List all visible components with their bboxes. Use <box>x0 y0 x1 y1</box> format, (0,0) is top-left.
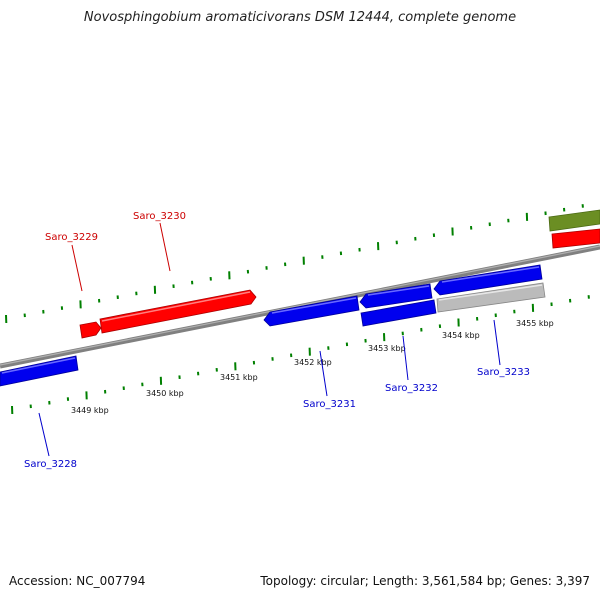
upper-tick-row <box>5 204 584 324</box>
gene-saro-3228[interactable] <box>0 355 79 387</box>
gene-label-saro-3228[interactable]: Saro_3228 <box>24 459 77 470</box>
other-genes <box>548 209 600 232</box>
gene-label-saro-3233[interactable]: Saro_3233 <box>477 367 530 378</box>
forward-strand-genes <box>79 228 600 339</box>
kbp-label-3455: 3455 kbp <box>516 319 554 328</box>
gene-labels: Saro_3229 Saro_3230 Saro_3228 Saro_3231 … <box>24 211 530 470</box>
lower-tick-row <box>11 295 590 415</box>
kbp-label-3452: 3452 kbp <box>294 358 332 367</box>
map-title: Novosphingobium aromaticivorans DSM 1244… <box>83 10 517 25</box>
kbp-label-3450: 3450 kbp <box>146 389 184 398</box>
kbp-label-3451: 3451 kbp <box>220 373 258 382</box>
kbp-label-3454: 3454 kbp <box>442 331 480 340</box>
gene-label-leaders <box>38 222 501 457</box>
gene-saro-3231[interactable] <box>263 295 360 327</box>
genome-summary: Topology: circular; Length: 3,561,584 bp… <box>260 574 590 588</box>
kbp-axis-labels: 3449 kbp 3450 kbp 3451 kbp 3452 kbp 3453… <box>71 319 554 415</box>
gene-forward-edge[interactable] <box>551 228 600 249</box>
gene-olive-edge[interactable] <box>548 209 600 232</box>
gene-saro-3231b[interactable] <box>359 283 433 309</box>
gene-saro-3230[interactable] <box>99 289 257 334</box>
gene-label-saro-3230[interactable]: Saro_3230 <box>133 211 186 222</box>
accession-label: Accession: NC_007794 <box>9 574 146 588</box>
gene-saro-3233[interactable] <box>436 282 546 313</box>
reverse-strand-genes <box>0 264 546 387</box>
gene-label-saro-3232[interactable]: Saro_3232 <box>385 383 438 394</box>
gene-saro-3229[interactable] <box>79 321 102 339</box>
gene-saro-3233a[interactable] <box>433 264 543 296</box>
kbp-label-3449: 3449 kbp <box>71 406 109 415</box>
gene-saro-3232[interactable] <box>360 299 437 327</box>
kbp-label-3453: 3453 kbp <box>368 344 406 353</box>
genome-backbone <box>0 244 600 369</box>
gene-label-saro-3229[interactable]: Saro_3229 <box>45 232 98 243</box>
gene-label-saro-3231[interactable]: Saro_3231 <box>303 399 356 410</box>
